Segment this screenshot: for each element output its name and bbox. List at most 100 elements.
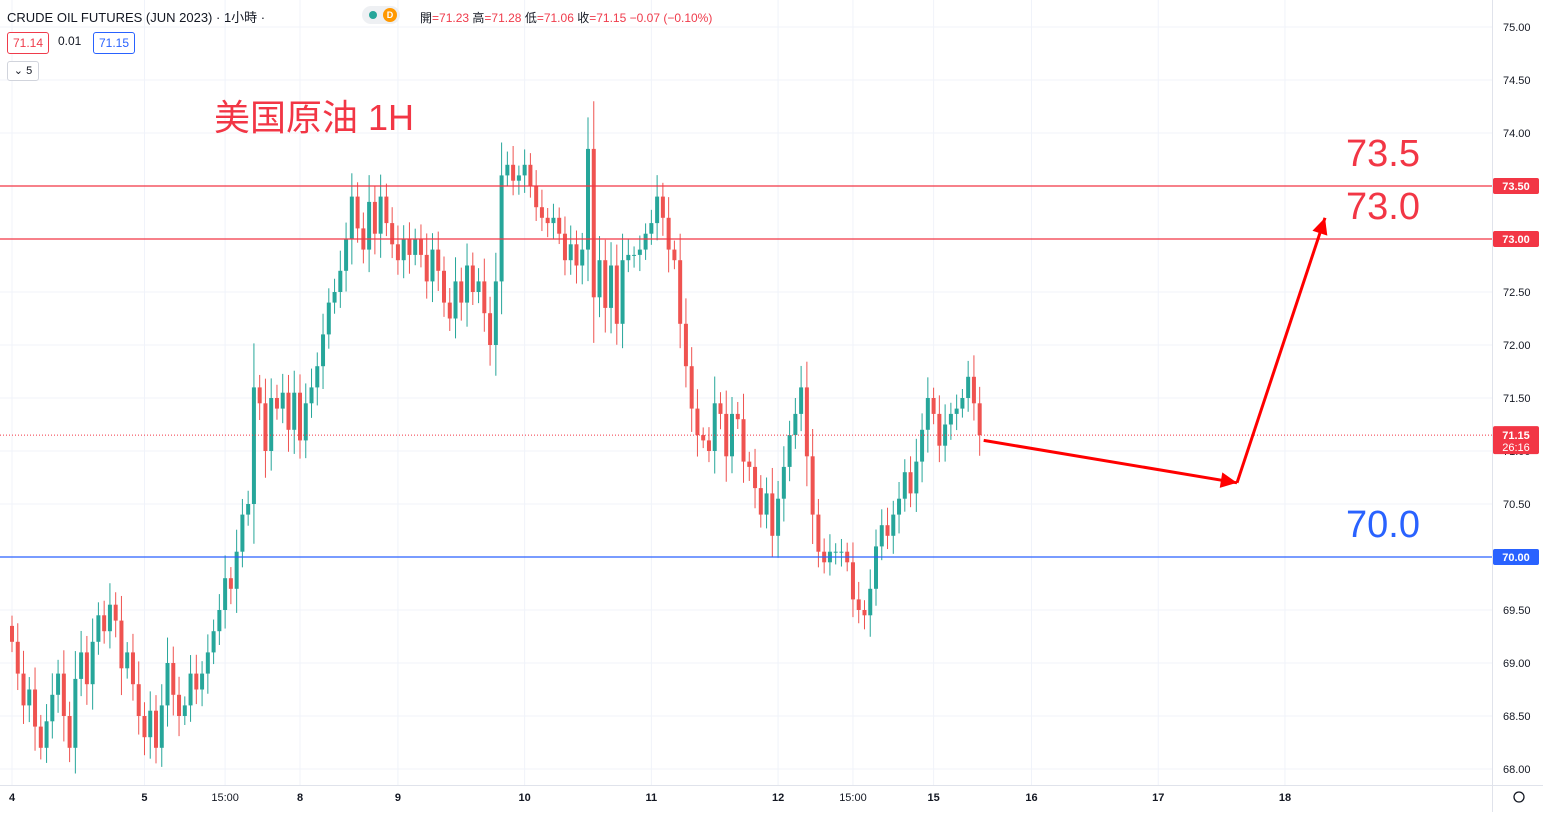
candle-body [902, 472, 907, 499]
close-label: 收 [577, 11, 590, 25]
candle-body [499, 175, 504, 282]
candle-body [620, 260, 625, 324]
candle-body [626, 254, 631, 261]
candle-body [130, 652, 135, 685]
y-tick-label: 69.50 [1503, 605, 1531, 617]
buy-price-button[interactable]: 71.15 [93, 32, 136, 54]
candle-body [79, 652, 84, 679]
candle-body [326, 302, 331, 335]
candle-body [643, 233, 648, 250]
candle-body [280, 392, 285, 409]
candle-body [315, 366, 320, 388]
candle-body [436, 249, 441, 271]
candle-body [372, 201, 377, 234]
candle-body [470, 265, 475, 292]
candle-body [15, 641, 20, 674]
candle-body [505, 164, 510, 176]
candle-body [338, 270, 343, 292]
x-tick-label: 9 [395, 792, 401, 804]
candle-body [799, 387, 804, 414]
candle-body [522, 164, 527, 176]
candle-body [50, 694, 55, 722]
forecast-up-arrowhead-icon [1312, 217, 1328, 236]
ohlc-values: 開=71.23 高=71.28 低=71.06 收=71.15 −0.07 (−… [420, 9, 712, 26]
x-tick-label: 8 [297, 792, 303, 804]
candle-body [384, 196, 389, 224]
indicator-count: 5 [26, 65, 33, 77]
candle-body [73, 678, 78, 748]
last-price-label: 71.15 [1502, 430, 1530, 442]
candle-body [586, 148, 590, 250]
candle-body [27, 689, 32, 706]
candle-body [136, 684, 141, 716]
candle-body [753, 466, 758, 489]
candle-body [568, 244, 573, 261]
candle-body [874, 546, 878, 589]
candle-body [948, 413, 953, 425]
candle-body [787, 435, 792, 467]
candle-body [758, 488, 763, 515]
candle-body [303, 403, 308, 441]
x-tick-label: 11 [646, 792, 658, 804]
interval-label[interactable]: · 1小時 · [216, 10, 266, 25]
candle-body [442, 270, 446, 303]
market-status-pill[interactable]: D [362, 6, 400, 24]
candle-body [897, 498, 902, 515]
candle-body [666, 217, 671, 250]
candle-body [528, 164, 533, 186]
close-value: =71.15 [589, 11, 627, 25]
candle-body [257, 387, 262, 404]
candle-body [10, 625, 14, 642]
candle-body [879, 525, 884, 547]
x-tick-label: 15:00 [211, 792, 239, 804]
spread-value: 0.01 [58, 34, 82, 48]
candle-body [539, 207, 544, 218]
candle-body [591, 148, 596, 298]
candle-body [908, 472, 913, 494]
level-axis-tag [1493, 549, 1539, 565]
chevron-down-icon: ⌄ [13, 65, 24, 77]
y-tick-label: 75.00 [1503, 22, 1531, 34]
level-big-label: 70.0 [1346, 504, 1420, 546]
candle-body [96, 615, 101, 642]
candle-body [107, 604, 112, 632]
candle-body [154, 710, 158, 748]
sell-price-button[interactable]: 71.14 [7, 32, 50, 54]
x-tick-label: 15:00 [839, 792, 867, 804]
level-axis-label: 73.50 [1502, 181, 1530, 193]
candle-body [557, 217, 562, 234]
candle-body [263, 403, 268, 451]
candle-body [649, 223, 654, 234]
last-price-tag [1493, 426, 1539, 455]
candle-body [960, 398, 965, 409]
bar-countdown-label: 26:16 [1502, 442, 1530, 454]
candle-body [914, 461, 919, 494]
candle-body [56, 673, 61, 695]
candle-body [603, 260, 608, 308]
candle-body [171, 663, 176, 695]
settings-gear-icon[interactable] [1513, 791, 1525, 803]
candle-body [804, 387, 809, 457]
candle-body [418, 239, 423, 255]
candles-group [10, 101, 982, 774]
y-tick-label: 68.50 [1503, 711, 1531, 723]
candle-body [920, 429, 925, 462]
candle-body [274, 398, 279, 409]
candle-body [234, 551, 239, 589]
candle-body [292, 392, 297, 430]
candle-body [511, 164, 516, 181]
indicators-collapse-button[interactable]: ⌄ 5 [7, 61, 39, 81]
candle-body [21, 673, 26, 706]
level-axis-label: 73.00 [1502, 234, 1530, 246]
candle-body [850, 562, 855, 600]
candle-body [966, 376, 971, 398]
x-tick-label: 5 [141, 792, 147, 804]
chart-header: CRUDE OIL FUTURES (JUN 2023) · 1小時 · [7, 7, 265, 26]
candle-body [182, 705, 187, 716]
symbol-title[interactable]: CRUDE OIL FUTURES (JUN 2023) [7, 10, 213, 25]
candle-body [678, 260, 683, 324]
candle-body [459, 281, 464, 303]
candle-body [954, 408, 959, 414]
